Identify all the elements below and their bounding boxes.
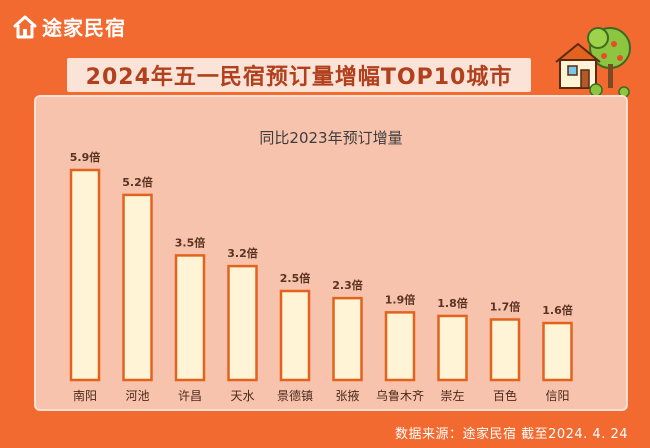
bar-value-label-10: 1.6倍 xyxy=(542,303,573,317)
category-label-9: 百色 xyxy=(493,389,517,403)
category-label-6: 张掖 xyxy=(335,389,359,403)
bar-7 xyxy=(384,311,416,382)
bar-8 xyxy=(437,314,468,382)
bar-value-label-9: 1.7倍 xyxy=(490,299,521,313)
category-label-4: 天水 xyxy=(230,389,254,403)
bar-value-label-2: 5.2倍 xyxy=(122,175,153,189)
category-label-7: 乌鲁木齐 xyxy=(376,388,424,403)
bar-value-label-4: 3.2倍 xyxy=(227,246,258,260)
bar-2 xyxy=(122,193,153,382)
bar-value-label-7: 1.9倍 xyxy=(385,292,416,306)
category-label-2: 河池 xyxy=(125,389,149,403)
bar-4 xyxy=(227,264,258,382)
house-logo-icon xyxy=(13,15,37,38)
brand-name: 途家民宿 xyxy=(42,16,126,40)
bar-10 xyxy=(542,321,573,382)
bar-9 xyxy=(489,318,521,382)
bar-1 xyxy=(69,168,101,382)
brand-logo: 途家民宿 xyxy=(12,12,126,41)
bar-3 xyxy=(174,254,206,382)
category-label-1: 南阳 xyxy=(73,388,97,403)
source-note: 数据来源：途家民宿 截至2024. 4. 24 xyxy=(394,427,628,442)
page-title: 2024年五一民宿预订量增幅TOP10城市 xyxy=(85,65,513,90)
bar-value-label-3: 3.5倍 xyxy=(175,235,206,249)
bar-value-label-1: 5.9倍 xyxy=(70,150,101,164)
bar-value-label-5: 2.5倍 xyxy=(280,271,311,285)
category-label-5: 景德镇 xyxy=(277,388,313,403)
title-banner: 2024年五一民宿预订量增幅TOP10城市 xyxy=(67,58,531,92)
bar-5 xyxy=(279,289,311,382)
bar-6 xyxy=(332,296,363,382)
bar-value-label-8: 1.8倍 xyxy=(437,296,468,310)
chart-panel-inner: 同比2023年预订增量 xyxy=(44,103,618,403)
house-tree-illustration-icon xyxy=(555,27,631,98)
category-label-10: 信阳 xyxy=(545,389,569,403)
category-label-3: 许昌 xyxy=(178,389,202,403)
category-label-8: 崇左 xyxy=(440,388,464,403)
bar-value-label-6: 2.3倍 xyxy=(332,278,363,292)
chart-subtitle: 同比2023年预订增量 xyxy=(259,129,403,147)
